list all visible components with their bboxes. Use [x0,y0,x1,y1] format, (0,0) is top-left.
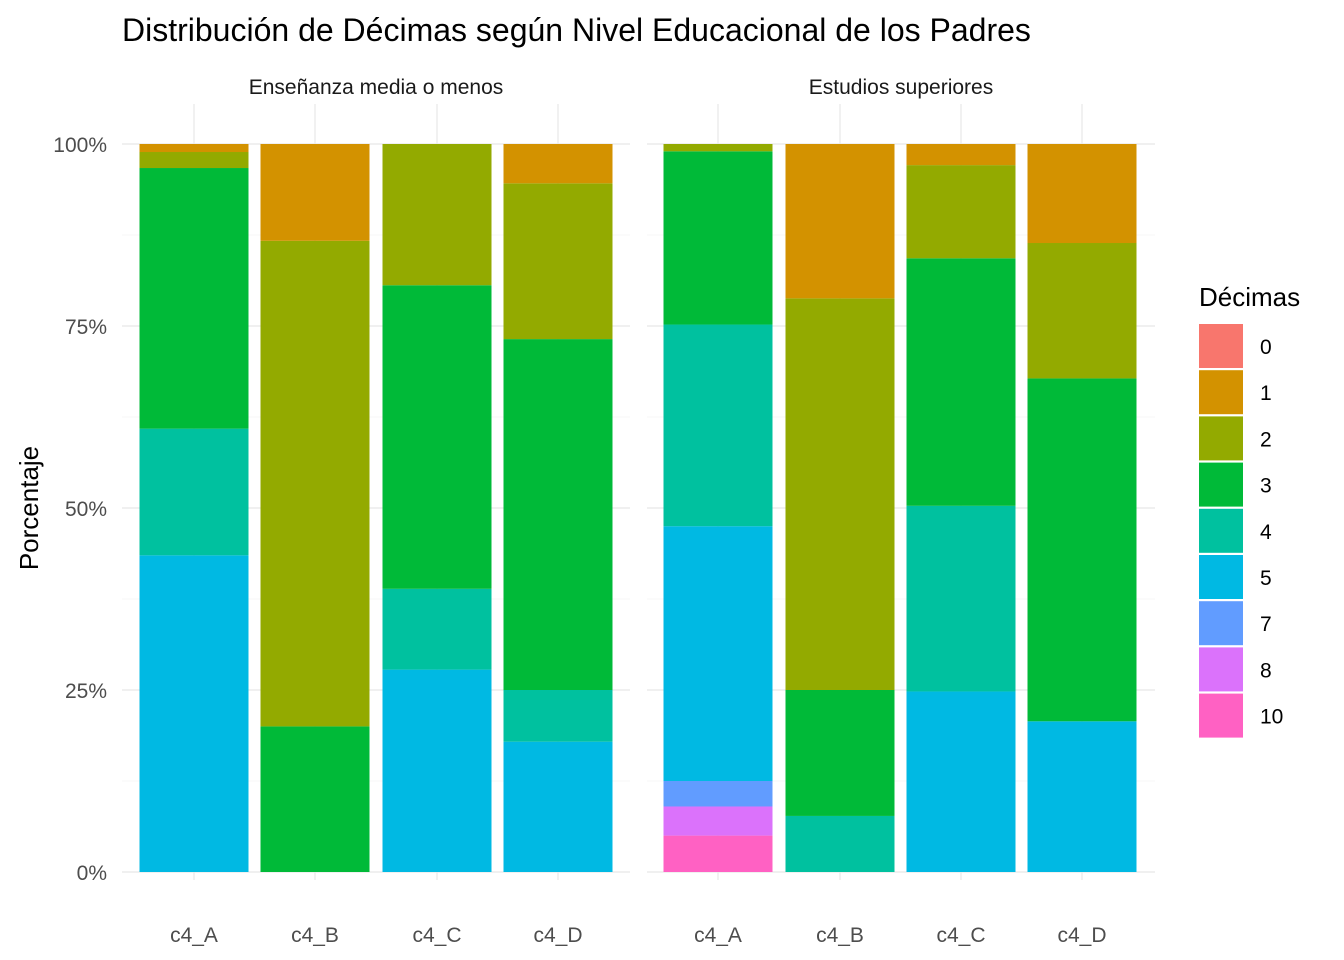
bar-segment [503,144,613,184]
y-axis-label: Porcentaje [14,446,44,570]
bar-segment [785,815,895,872]
legend-key [1199,324,1243,368]
facet-strip-label: Estudios superiores [809,76,993,99]
legend-label: 2 [1260,428,1272,451]
legend-label: 7 [1260,613,1272,636]
bar-segment [139,152,249,169]
facet-panel-2: Estudios superiores c4_A c4_B c4_C c4_D [647,76,1155,947]
bar-segment [1027,721,1137,872]
legend-key [1199,462,1243,507]
legend-key [1199,555,1243,599]
x-tick-label: c4_A [170,924,218,947]
bar-segment [382,588,492,670]
bar-c4_B [260,144,370,872]
bar-c4_C [906,144,1016,872]
bar-segment [906,144,1016,166]
bar-segment [260,726,370,872]
x-tick-label: c4_B [816,924,864,947]
bar-segment [503,690,613,742]
bar-segment [663,144,773,152]
bar-segment [906,505,1016,692]
y-tick-label: 100% [53,134,107,157]
bar-c4_B [785,144,895,872]
bar-c4_D [503,144,613,872]
legend-label: 3 [1260,475,1272,498]
bar-c4_A [139,144,249,872]
bar-segment [663,526,773,781]
x-tick-label: c4_D [533,924,582,947]
bar-segment [906,258,1016,506]
legend-key [1199,416,1243,461]
y-tick-label: 50% [65,498,107,521]
bar-segment [139,168,249,429]
bar-segment [503,339,613,690]
facet-strip-label: Enseñanza media o menos [249,76,504,99]
bar-segment [1027,243,1137,379]
legend-key [1199,370,1243,415]
bar-segment [785,690,895,816]
y-tick-label: 75% [65,316,107,339]
legend-label: 4 [1260,521,1272,544]
bar-segment [260,240,370,727]
bar-segment [382,669,492,872]
x-tick-label: c4_D [1057,924,1106,947]
legend-label: 10 [1260,706,1283,729]
bar-c4_D [1027,144,1137,872]
legend-label: 1 [1260,382,1272,405]
bar-segment [503,741,613,872]
bar-segment [382,285,492,589]
bar-segment [260,144,370,241]
legend-label: 8 [1260,659,1272,682]
bar-segment [663,151,773,325]
x-tick-label: c4_B [291,924,339,947]
x-tick-label: c4_C [412,924,461,947]
legend-item-4: 4 [1199,508,1272,553]
bar-c4_A [663,144,773,872]
bar-segment [785,144,895,299]
bar-segment [139,144,249,153]
y-axis-ticks: 0% 25% 50% 75% 100% [53,134,107,885]
bar-segment [663,835,773,872]
y-tick-label: 0% [77,862,107,885]
legend-key [1199,601,1243,646]
bar-segment [663,781,773,807]
bar-segment [503,183,613,340]
bar-segment [663,806,773,836]
bar-segment [1027,378,1137,722]
x-tick-label: c4_A [694,924,742,947]
legend-label: 0 [1260,336,1272,359]
bar-segment [139,428,249,556]
legend-item-5: 5 [1199,555,1272,599]
legend-item-10: 10 [1199,693,1283,738]
bar-segment [785,298,895,690]
legend-item-3: 3 [1199,462,1272,507]
x-tick-label: c4_C [936,924,985,947]
legend-key [1199,693,1243,738]
legend-label: 5 [1260,567,1272,590]
legend-item-0: 0 [1199,324,1272,368]
bar-segment [663,324,773,527]
y-tick-label: 25% [65,680,107,703]
legend-item-8: 8 [1199,647,1272,692]
legend-item-2: 2 [1199,416,1272,461]
legend-title: Décimas [1199,282,1300,312]
bar-segment [906,691,1016,872]
bar-segment [1027,144,1137,244]
legend-item-1: 1 [1199,370,1272,415]
bar-segment [382,144,492,286]
legend-key [1199,508,1243,553]
facet-panel-1: Enseñanza media o menos c4_A c4_B c4_C c4_D [122,76,630,947]
bar-c4_C [382,144,492,872]
chart-title: Distribución de Décimas según Nivel Educ… [122,12,1031,48]
legend: Décimas 0 1 2 3 4 5 7 8 10 [1199,282,1300,738]
legend-item-7: 7 [1199,601,1272,646]
bar-segment [906,165,1016,259]
legend-key [1199,647,1243,692]
bar-segment [139,555,249,872]
